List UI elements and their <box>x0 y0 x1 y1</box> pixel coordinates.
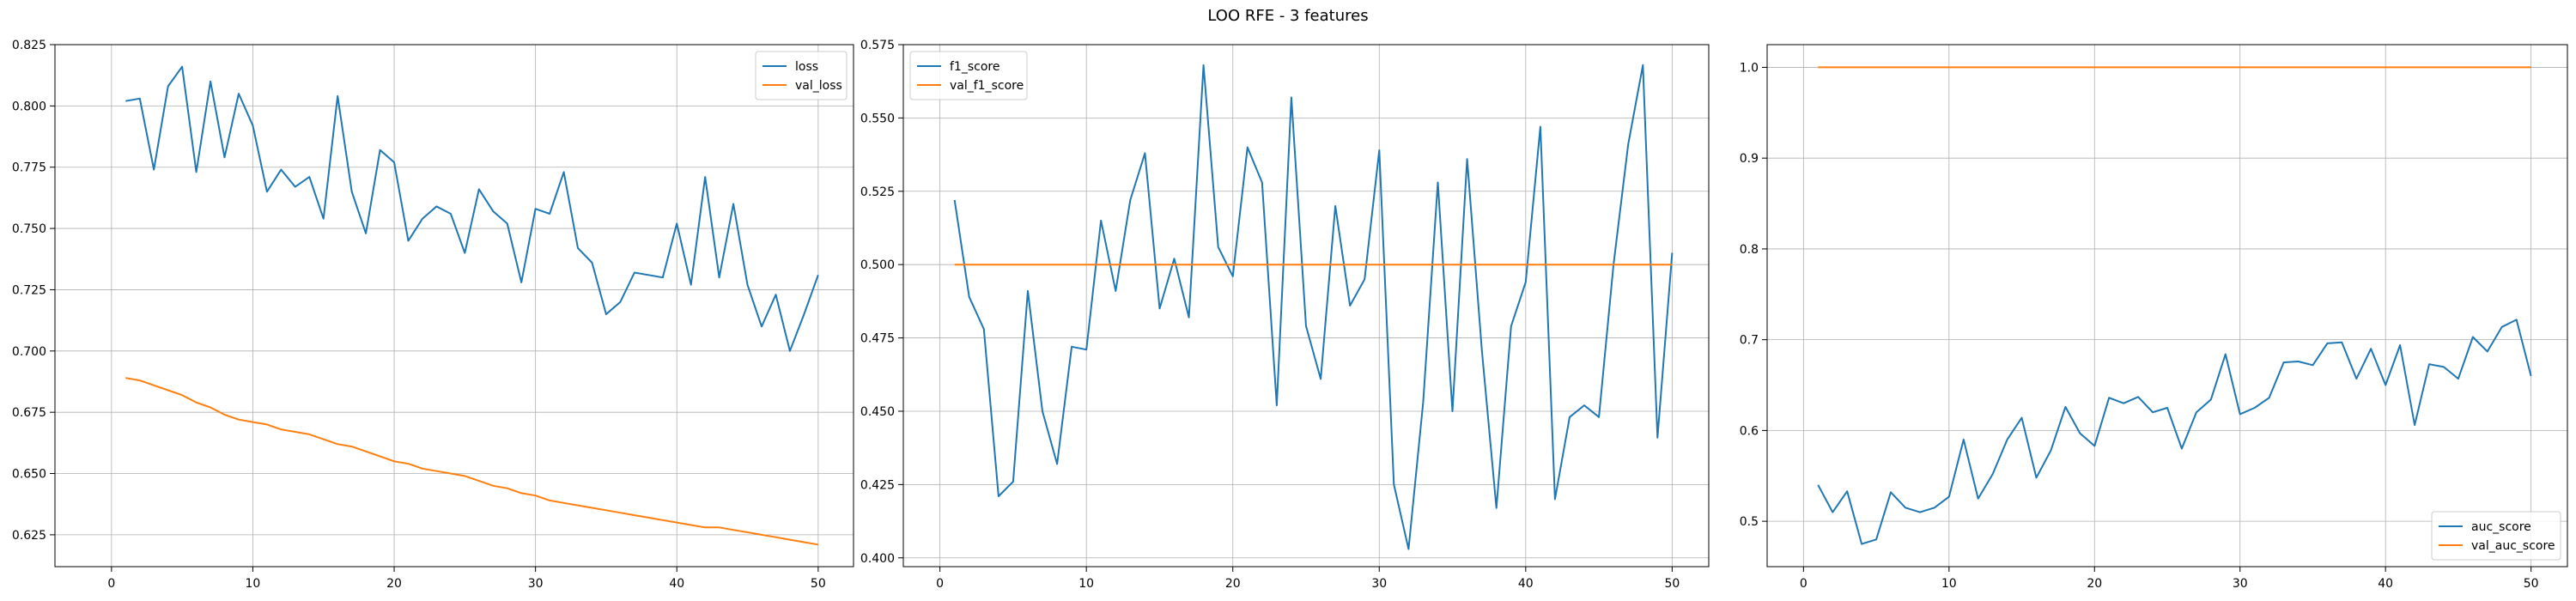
x-tick-label: 0 <box>1800 577 1807 591</box>
y-tick-label: 0.7 <box>1740 334 1759 348</box>
axes-frame <box>1766 44 2568 568</box>
axes-frame <box>54 44 854 568</box>
x-tick-label: 30 <box>2233 577 2248 591</box>
y-tick-label: 0.6 <box>1740 424 1759 438</box>
x-tick-label: 10 <box>246 577 261 591</box>
x-tick-label: 20 <box>2087 577 2102 591</box>
x-tick-label: 50 <box>811 577 826 591</box>
x-tick-label: 30 <box>528 577 544 591</box>
legend-box <box>2431 511 2561 561</box>
loss-subplot: 0 10 20 30 40 50 0.625 0.650 0.675 0.700 0.725 0.75… <box>12 39 854 591</box>
legend-label: f1_score <box>950 60 999 74</box>
legend: loss val_loss <box>755 51 848 100</box>
y-tick-label: 0.450 <box>860 405 895 419</box>
y-tick-label: 0.525 <box>860 185 895 199</box>
y-tick-label: 0.675 <box>12 406 46 420</box>
y-tick-label: 0.725 <box>12 283 46 297</box>
x-tick-label: 10 <box>1941 577 1957 591</box>
y-tick-label: 0.475 <box>860 332 895 346</box>
y-tick-label: 0.650 <box>12 468 46 482</box>
f1-score-subplot: 0 10 20 30 40 50 0.400 0.425 0.450 0.475 0.500 0.52… <box>860 39 1710 591</box>
y-tick-label: 0.825 <box>12 39 46 52</box>
x-tick-label: 40 <box>1518 577 1534 591</box>
axes-frame <box>902 44 1710 568</box>
x-tick-label: 0 <box>936 577 944 591</box>
legend-label: val_f1_score <box>950 79 1024 93</box>
legend-label: val_auc_score <box>2471 539 2555 553</box>
y-tick-label: 0.9 <box>1740 152 1759 166</box>
x-tick-label: 50 <box>2524 577 2539 591</box>
y-tick-label: 0.500 <box>860 258 895 272</box>
x-tick-label: 0 <box>107 577 115 591</box>
series-line-loss <box>125 65 819 352</box>
y-tick-label: 0.800 <box>12 100 46 113</box>
x-tick-label: 30 <box>1371 577 1387 591</box>
legend-label: val_loss <box>795 79 842 93</box>
legend-label: auc_score <box>2471 520 2531 534</box>
y-tick-label: 0.400 <box>860 552 895 566</box>
y-tick-label: 0.750 <box>12 222 46 236</box>
legend: f1_score val_f1_score <box>909 51 1028 100</box>
figure-title: LOO RFE - 3 features <box>1207 7 1369 25</box>
y-tick-label: 0.575 <box>860 39 895 52</box>
x-tick-label: 20 <box>386 577 402 591</box>
legend-box <box>909 51 1028 100</box>
y-tick-label: 0.8 <box>1740 243 1759 257</box>
auc-score-subplot: 0 10 20 30 40 50 0.5 0.6 0.7 0.8 0.9 1.0 auc_scoreva… <box>1740 44 2568 591</box>
legend-label: loss <box>795 60 818 74</box>
y-tick-label: 1.0 <box>1740 61 1759 75</box>
y-tick-label: 0.550 <box>860 112 895 125</box>
x-tick-label: 20 <box>1225 577 1241 591</box>
y-tick-label: 0.425 <box>860 478 895 492</box>
legend: auc_score val_auc_score <box>2431 511 2561 561</box>
y-tick-label: 0.5 <box>1740 515 1759 529</box>
y-tick-label: 0.625 <box>12 529 46 543</box>
legend-box <box>755 51 848 100</box>
series-line-val-loss <box>125 377 818 546</box>
series-line-f1-score <box>953 64 1674 550</box>
y-tick-label: 0.775 <box>12 161 46 175</box>
x-tick-label: 40 <box>669 577 684 591</box>
x-tick-label: 40 <box>2378 577 2393 591</box>
y-tick-label: 0.700 <box>12 345 46 359</box>
x-tick-label: 50 <box>1664 577 1680 591</box>
x-tick-label: 10 <box>1078 577 1094 591</box>
series-line-auc-score <box>1817 319 2532 545</box>
